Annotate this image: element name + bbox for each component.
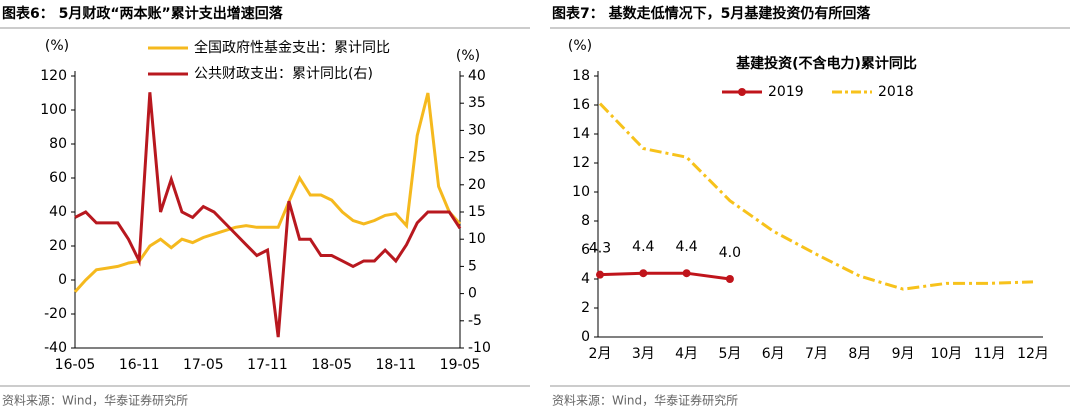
y-tick-label: 4 xyxy=(581,271,590,287)
x-tick-label: 18-11 xyxy=(375,357,416,373)
y-tick-label: 6 xyxy=(581,242,590,258)
x-tick-label: 9月 xyxy=(892,346,915,362)
legend-label: 2018 xyxy=(878,84,914,100)
y-tick-label: 20 xyxy=(49,238,67,254)
x-tick-label: 16-11 xyxy=(119,357,160,373)
y2-tick-label: 25 xyxy=(468,150,486,166)
source: 资料来源：Wind，华泰证券研究所 xyxy=(2,393,188,408)
y2-tick-label: 40 xyxy=(468,68,486,84)
y2-tick-label: 30 xyxy=(468,122,486,138)
legend-label: 公共财政支出：累计同比(右) xyxy=(194,66,373,82)
y-tick-label: 100 xyxy=(40,102,67,118)
series-line xyxy=(74,92,462,338)
y2-tick-label: 5 xyxy=(468,258,477,274)
y-tick-label: -20 xyxy=(44,306,67,322)
y-tick-label: 18 xyxy=(572,68,590,84)
x-tick-label: 17-11 xyxy=(247,357,288,373)
legend-label: 2019 xyxy=(768,84,804,100)
x-tick-label: 4月 xyxy=(675,346,698,362)
y2-tick-label: 35 xyxy=(468,95,486,111)
x-tick-label: 19-05 xyxy=(440,357,481,373)
y-tick-label: 120 xyxy=(40,68,67,84)
series-line xyxy=(599,271,731,281)
y-tick-label: 14 xyxy=(572,126,590,142)
y-tick-label: 0 xyxy=(58,272,67,288)
y2-tick-label: 0 xyxy=(468,286,477,302)
chart-subtitle: 基建投资(不含电力)累计同比 xyxy=(736,55,917,72)
x-tick-label: 17-05 xyxy=(183,357,224,373)
y-tick-label: -40 xyxy=(44,340,67,356)
series-line xyxy=(598,102,1034,291)
x-tick-label: 12月 xyxy=(1017,346,1049,362)
x-tick-label: 3月 xyxy=(632,346,655,362)
y-tick-label: 40 xyxy=(49,204,67,220)
x-tick-label: 7月 xyxy=(805,346,828,362)
x-tick-label: 2月 xyxy=(589,346,612,362)
value-label: 4.4 xyxy=(632,239,654,255)
value-label: 4.4 xyxy=(675,239,697,255)
y-tick-label: 10 xyxy=(572,184,590,200)
y-axis-label: (%) xyxy=(45,38,69,54)
y2-tick-label: 20 xyxy=(468,177,486,193)
x-tick-label: 18-05 xyxy=(311,357,352,373)
y2-tick-label: 15 xyxy=(468,204,486,220)
legend-marker xyxy=(738,88,746,96)
x-tick-label: 6月 xyxy=(762,346,785,362)
value-label: 4.0 xyxy=(719,245,741,261)
y2-tick-label: 10 xyxy=(468,231,486,247)
x-tick-label: 8月 xyxy=(848,346,871,362)
y-axis-label: (%) xyxy=(568,38,592,54)
source: 资料来源：Wind，华泰证券研究所 xyxy=(552,393,738,408)
value-label: 4.3 xyxy=(589,241,611,257)
y2-tick-label: -10 xyxy=(468,340,491,356)
y-tick-label: 0 xyxy=(581,329,590,345)
y-tick-label: 16 xyxy=(572,97,590,113)
x-tick-label: 10月 xyxy=(930,346,962,362)
x-tick-label: 5月 xyxy=(718,346,741,362)
point xyxy=(682,269,691,278)
panel-heading: 图表7： 基数走低情况下，5月基建投资仍有所回落 xyxy=(552,5,871,22)
y-tick-label: 8 xyxy=(581,213,590,229)
legend-label: 全国政府性基金支出：累计同比 xyxy=(194,39,390,56)
y-tick-label: 60 xyxy=(49,170,67,186)
y-tick-label: 12 xyxy=(572,155,590,171)
y-tick-label: 2 xyxy=(581,300,590,316)
x-tick-label: 16-05 xyxy=(55,357,96,373)
y2-axis-label: (%) xyxy=(456,48,480,64)
y-tick-label: 80 xyxy=(49,136,67,152)
panel-heading: 图表6： 5月财政“两本账”累计支出增速回落 xyxy=(2,5,284,22)
x-tick-label: 11月 xyxy=(974,346,1006,362)
point xyxy=(596,270,604,279)
point xyxy=(639,269,648,278)
y2-tick-label: -5 xyxy=(468,313,482,329)
point xyxy=(725,275,734,283)
